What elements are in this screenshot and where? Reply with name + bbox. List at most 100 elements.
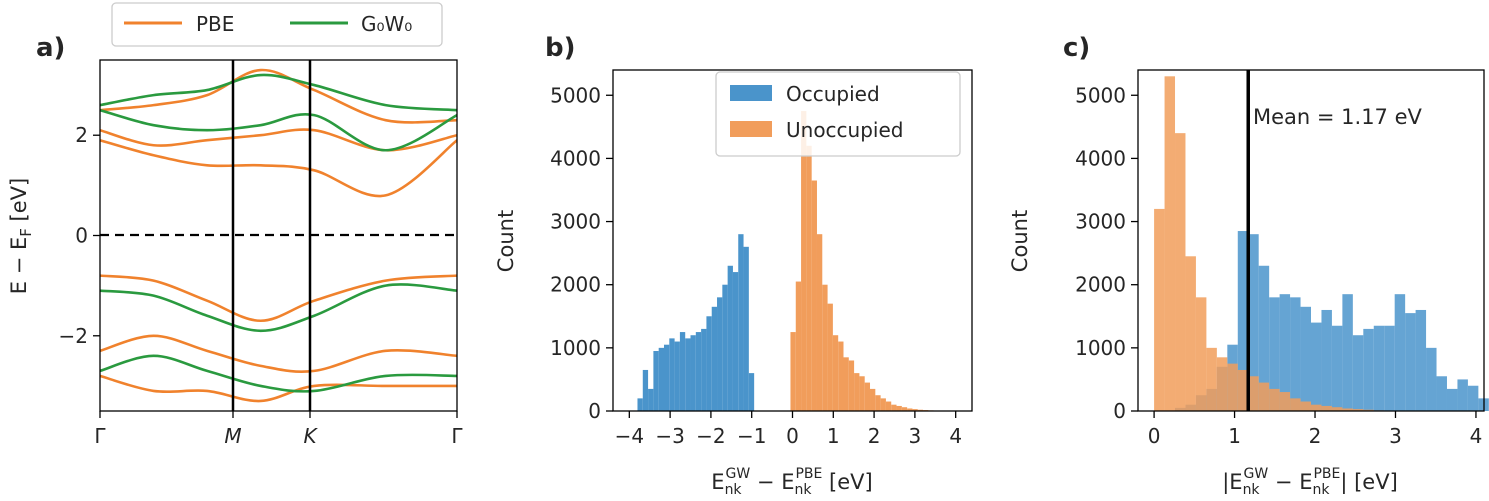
panel-label-c: c) xyxy=(1063,33,1090,63)
histogram-bar-occupied xyxy=(658,347,664,411)
y-tick-label: 4000 xyxy=(550,146,601,170)
histogram-bar-occupied xyxy=(1426,347,1437,411)
y-axis-title-c: Count xyxy=(1008,210,1032,272)
y-tick-label: 3000 xyxy=(550,210,601,234)
y-tick-label: 4000 xyxy=(1075,146,1126,170)
histogram-bar-occupied xyxy=(1279,294,1291,411)
histogram-bar-occupied xyxy=(1269,297,1280,411)
histogram-bar-unoccupied xyxy=(838,341,844,411)
histogram-bar-unoccupied xyxy=(806,145,812,411)
histogram-bar-unoccupied xyxy=(1331,407,1343,411)
histogram-bar-unoccupied xyxy=(1248,376,1259,411)
y-tick-label: 5000 xyxy=(1075,83,1126,107)
legend-entry-occupied: Occupied xyxy=(786,82,880,106)
band-line-g0w0 xyxy=(100,354,457,393)
histogram-bar-unoccupied xyxy=(1175,133,1186,412)
y-tick-label: 1000 xyxy=(550,336,601,360)
histogram-bar-occupied xyxy=(1384,325,1395,411)
histogram-bar-occupied xyxy=(701,328,707,411)
histogram-bar-unoccupied xyxy=(859,376,865,411)
histogram-bar-unoccupied xyxy=(1216,357,1228,411)
histogram-bar-occupied xyxy=(1405,313,1416,411)
histogram-bar-occupied xyxy=(711,306,718,411)
histogram-bar-unoccupied xyxy=(1154,208,1165,411)
histogram-bar-occupied xyxy=(1258,265,1270,411)
histogram-bar-occupied xyxy=(1373,325,1385,411)
histogram-bar-occupied xyxy=(685,338,691,411)
y-axis-title-a: E − EF [eV] xyxy=(7,178,35,294)
histogram-bar-occupied xyxy=(1446,388,1458,411)
histogram-bar-unoccupied xyxy=(1342,408,1353,411)
histogram-bar-occupied xyxy=(679,332,686,411)
histogram-bar-unoccupied xyxy=(1279,392,1291,411)
histogram-bar-unoccupied xyxy=(843,357,849,411)
x-tick-label: 2 xyxy=(1309,424,1322,448)
histogram-bar-unoccupied xyxy=(912,409,918,411)
band-line-pbe xyxy=(100,68,457,124)
x-tick-label: K xyxy=(303,424,318,448)
x-tick-label: 3 xyxy=(909,424,922,448)
x-tick-label: −1 xyxy=(737,424,766,448)
x-tick-label: 0 xyxy=(1148,424,1161,448)
legend-b: Occupied Unoccupied xyxy=(715,71,961,157)
histogram-bar-unoccupied xyxy=(790,332,796,411)
histogram-bar-occupied xyxy=(743,246,749,411)
x-tick-label: 3 xyxy=(1389,424,1402,448)
histogram-panel-b: −4 −3 −2 −1 0 1 2 3 4 0 1000 2000 3000 4000 5000 b) Co… xyxy=(494,33,973,498)
histogram-bar-unoccupied xyxy=(1237,369,1249,411)
histogram-bar-occupied xyxy=(1352,335,1364,411)
panel-label-a: a) xyxy=(36,33,65,63)
histogram-bar-unoccupied xyxy=(795,281,802,411)
histogram-bar-occupied xyxy=(1342,294,1353,411)
legend-a: PBE G₀W₀ xyxy=(111,2,443,47)
histogram-bar-unoccupied xyxy=(848,360,855,411)
y-tick-label: 1000 xyxy=(1075,336,1126,360)
x-tick-label: −4 xyxy=(615,424,644,448)
histogram-bar-unoccupied xyxy=(891,404,897,411)
band-structure-panel: −2 0 2 Γ M K Γ a) E − EF [eV] PBE G₀W₀ xyxy=(7,2,463,448)
y-tick-label: 2 xyxy=(75,123,88,147)
histogram-bar-occupied xyxy=(1290,297,1301,411)
histogram-bar-unoccupied xyxy=(907,408,913,411)
histogram-bar-unoccupied xyxy=(1290,398,1301,411)
y-tick-label: 0 xyxy=(1113,399,1126,423)
histogram-bar-unoccupied xyxy=(1164,76,1176,411)
histogram-bar-unoccupied xyxy=(1321,405,1332,411)
plot-frame xyxy=(1137,69,1485,412)
x-axis-title-c: |EnkGW − EnkPBE| [eV] xyxy=(1222,466,1398,498)
histogram-bar-unoccupied xyxy=(822,284,828,411)
band-line-g0w0 xyxy=(100,108,457,152)
histogram-bar-occupied xyxy=(717,297,723,411)
y-tick-label: 0 xyxy=(588,399,601,423)
histogram-bar-unoccupied xyxy=(827,303,833,411)
band-line-pbe xyxy=(100,274,457,323)
histogram-bar-unoccupied xyxy=(832,335,839,411)
histogram-bar-occupied xyxy=(1467,385,1479,411)
x-tick-label: 2 xyxy=(868,424,881,448)
x-tick-label: Γ xyxy=(451,424,463,448)
histogram-bar-unoccupied xyxy=(811,180,817,411)
histogram-bar-unoccupied xyxy=(854,373,860,411)
histogram-bar-unoccupied xyxy=(880,398,886,411)
histogram-bar-unoccupied xyxy=(885,401,892,411)
x-tick-label: M xyxy=(224,424,241,448)
histogram-bar-unoccupied xyxy=(816,234,823,411)
histogram-bar-unoccupied xyxy=(870,388,876,411)
histogram-bar-occupied xyxy=(706,316,712,411)
band-line-pbe xyxy=(100,374,457,403)
histogram-bar-unoccupied xyxy=(1352,409,1364,411)
x-tick-label: 4 xyxy=(949,424,962,448)
band-line-g0w0 xyxy=(100,73,457,112)
legend-entry-unoccupied: Unoccupied xyxy=(786,118,903,142)
histogram-bar-unoccupied xyxy=(1258,382,1270,411)
y-tick-label: 2000 xyxy=(550,273,601,297)
histogram-bar-occupied xyxy=(1248,234,1259,411)
histogram-bar-occupied xyxy=(674,341,680,411)
histogram-bar-occupied xyxy=(1436,376,1447,411)
histogram-bar-occupied xyxy=(1457,379,1468,411)
histogram-bar-occupied xyxy=(642,369,649,411)
histogram-bar-unoccupied xyxy=(1269,388,1280,411)
x-axis-title-b: EnkGW − EnkPBE [eV] xyxy=(711,466,872,498)
x-tick-label: −3 xyxy=(655,424,684,448)
histogram-bar-unoccupied xyxy=(901,407,908,411)
